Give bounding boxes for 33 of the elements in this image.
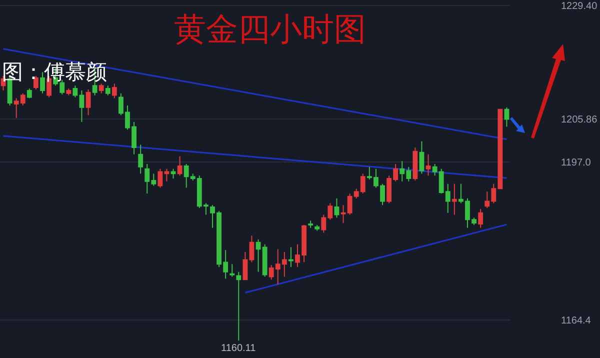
candlestick [230, 264, 235, 278]
candlestick [79, 90, 84, 122]
candlestick [504, 106, 510, 128]
candlestick [164, 168, 170, 182]
annotation: 1160.11 [221, 343, 256, 354]
candlestick [288, 246, 294, 268]
candlestick [334, 198, 340, 218]
candlestick [105, 85, 110, 96]
candlestick [86, 89, 91, 116]
candlestick [138, 144, 144, 174]
candlestick [72, 85, 78, 98]
candlestick [34, 75, 38, 90]
candlestick [236, 271, 242, 342]
candlestick [452, 183, 457, 216]
y-tick-label: 1164.4 [561, 315, 592, 326]
candlestick [419, 140, 424, 174]
candlestick [242, 252, 248, 280]
y-tick-label: 1197.0 [561, 158, 592, 169]
candlestick [98, 83, 104, 94]
candlestick [170, 168, 176, 180]
y-tick-label: 1229.40 [561, 0, 598, 12]
candlestick [158, 168, 163, 188]
candlestick [112, 83, 117, 99]
candlestick [26, 88, 32, 99]
candlestick [340, 204, 346, 224]
candlestick [40, 72, 45, 94]
candlestick [426, 154, 431, 176]
chart-title: 黄金四小时图 [174, 10, 366, 48]
y-tick-label: 1205.86 [561, 114, 598, 126]
candlestick [177, 156, 182, 176]
candlestick [256, 238, 261, 272]
candlestick [478, 208, 484, 228]
candlestick [249, 235, 254, 263]
